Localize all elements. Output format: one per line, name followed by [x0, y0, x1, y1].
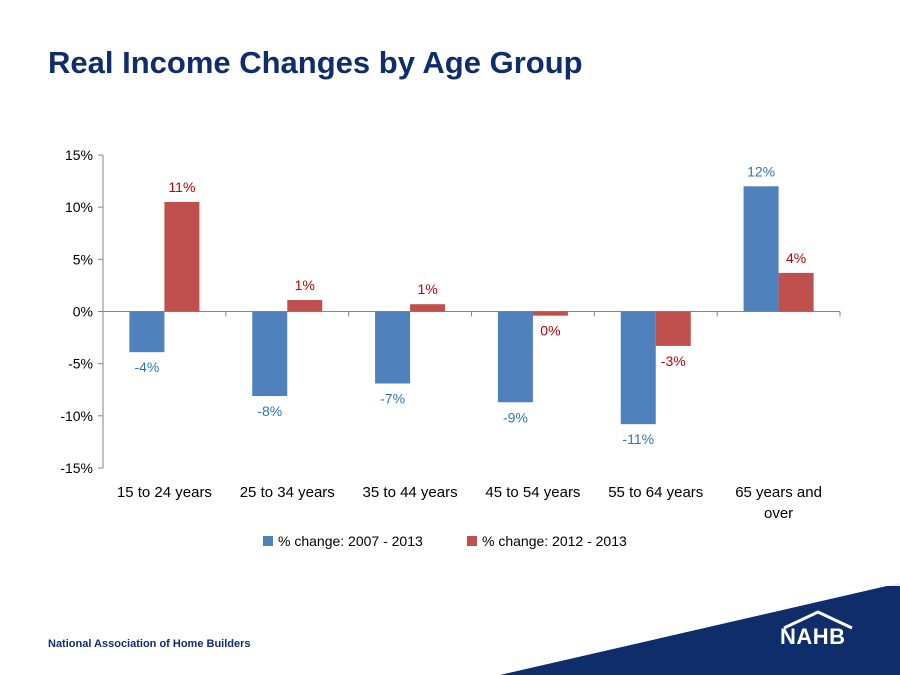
data-label-series-1: -8% [257, 403, 282, 419]
chart-data-labels: -4% -8% -7% -9% -11% 12% 11% 1% 1% 0% -3% 4% [134, 163, 806, 447]
x-tick-label: 65 years and [735, 484, 822, 501]
y-tick-label: 0% [73, 304, 93, 320]
bar-series-1 [375, 311, 411, 384]
bar-series-2 [655, 311, 691, 346]
bar-series-1 [129, 311, 165, 353]
bar-series-1 [497, 311, 533, 403]
data-label-series-2: 0% [540, 323, 560, 339]
bar-series-1 [620, 311, 656, 425]
chart-axes: -15% -10% -5% 0% 5% 10% 15% 15 to 24 years 25 to… [60, 147, 841, 522]
footer-organization: National Association of Home Builders [48, 638, 251, 650]
y-tick-label: -15% [60, 460, 93, 476]
data-label-series-2: 1% [417, 281, 437, 297]
bar-series-2 [778, 272, 814, 312]
x-tick-label: 35 to 44 years [363, 484, 458, 501]
data-label-series-1: -7% [380, 390, 405, 406]
x-tick-label: 25 to 34 years [240, 484, 335, 501]
y-tick-label: -10% [60, 408, 93, 424]
data-label-series-1: -4% [134, 359, 159, 375]
y-tick-label: 15% [65, 147, 93, 163]
data-label-series-1: -9% [503, 409, 528, 425]
bar-series-1 [252, 311, 288, 397]
data-label-series-2: 1% [295, 277, 315, 293]
bar-series-2 [287, 300, 323, 312]
y-tick-label: 10% [65, 199, 93, 215]
nahb-logo: NAHB [780, 624, 846, 649]
data-label-series-1: -11% [622, 431, 654, 447]
x-tick-label: 15 to 24 years [117, 484, 212, 501]
bar-chart: -15% -10% -5% 0% 5% 10% 15% 15 to 24 years 25 to… [60, 147, 841, 549]
x-tick-label: over [764, 505, 793, 522]
data-label-series-2: 11% [168, 179, 195, 195]
x-tick-label: 55 to 64 years [608, 484, 703, 501]
bar-series-2 [532, 311, 568, 316]
bar-series-2 [410, 304, 446, 312]
page-title: Real Income Changes by Age Group [48, 45, 583, 80]
legend-swatch-series-2 [467, 536, 477, 546]
data-label-series-2: 4% [786, 250, 806, 266]
x-tick-label: 45 to 54 years [485, 484, 580, 501]
legend-swatch-series-1 [263, 536, 273, 546]
y-tick-label: -5% [68, 356, 93, 372]
data-label-series-2: -3% [661, 353, 686, 369]
house-roof-icon [783, 610, 853, 630]
chart-legend: % change: 2007 - 2013 % change: 2012 - 20… [263, 533, 627, 549]
y-tick-label: 5% [73, 251, 93, 267]
data-label-series-1: 12% [747, 163, 775, 179]
bar-series-1 [743, 186, 779, 312]
bar-series-2 [164, 201, 200, 312]
legend-label-series-2: % change: 2012 - 2013 [482, 533, 627, 549]
legend-label-series-1: % change: 2007 - 2013 [278, 533, 423, 549]
banner-wedge [500, 583, 900, 675]
chart-bars [129, 186, 814, 425]
